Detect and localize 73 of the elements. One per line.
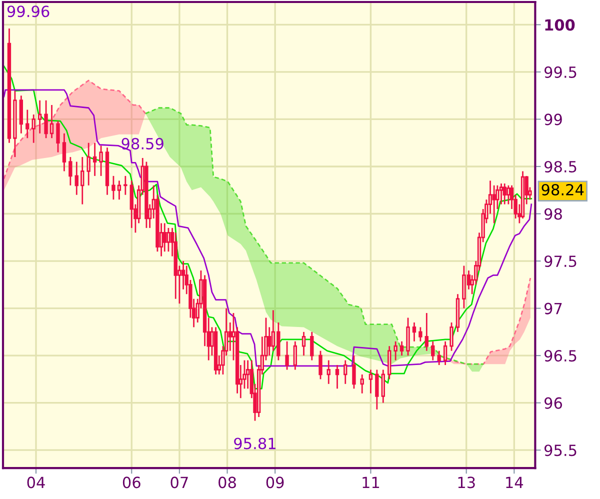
- x-tick-label: 04: [27, 476, 45, 488]
- x-tick-label: 11: [362, 476, 380, 488]
- candlestick: [92, 142, 97, 177]
- candlestick: [344, 360, 348, 385]
- candlestick: [335, 364, 340, 390]
- candlestick: [124, 175, 128, 196]
- y-tick-label: 100: [545, 19, 575, 31]
- annotation: 98.59: [122, 138, 164, 150]
- candlestick: [437, 350, 441, 366]
- candlestick: [44, 100, 48, 139]
- x-tick-label: 06: [122, 476, 140, 488]
- candlestick: [56, 120, 60, 154]
- x-tick-label: 07: [170, 476, 188, 488]
- candlestick: [431, 340, 435, 361]
- y-tick-label: 99.5: [544, 66, 576, 78]
- x-tick-label: 08: [218, 476, 236, 488]
- candlestick: [394, 340, 398, 361]
- candlestick: [166, 227, 170, 252]
- y-tick-label: 98: [544, 208, 562, 220]
- candlestick: [360, 374, 364, 394]
- candlestick: [450, 322, 454, 352]
- candlestick: [26, 109, 30, 139]
- x-tick-label: 13: [458, 476, 475, 488]
- y-tick-label: 97: [544, 302, 562, 314]
- candlestick: [19, 94, 24, 134]
- candlestick: [117, 180, 122, 200]
- annotation: 98.24: [542, 184, 584, 196]
- candlestick: [130, 180, 134, 229]
- candlestick: [400, 340, 404, 356]
- x-tick-label: 09: [266, 476, 284, 488]
- y-tick-label: 98.5: [544, 160, 576, 173]
- candlestick: [506, 184, 510, 205]
- annotation: 95.81: [234, 438, 276, 450]
- candlestick: [68, 156, 72, 186]
- candlestick: [492, 184, 496, 224]
- candlestick: [326, 360, 330, 385]
- y-tick-label: 97.5: [544, 255, 576, 268]
- candlestick: [375, 369, 379, 410]
- candlestick: [443, 340, 448, 366]
- candlestick: [381, 369, 385, 404]
- candlestick: [499, 182, 504, 205]
- x-tick-label: 14: [506, 476, 524, 488]
- candlestick: [285, 340, 289, 370]
- candlestick: [502, 182, 506, 205]
- candlestick: [318, 350, 322, 380]
- y-tick-label: 96.5: [544, 350, 576, 362]
- candlestick: [424, 312, 428, 352]
- y-tick-label: 95.5: [544, 444, 576, 456]
- candlestick: [99, 144, 103, 177]
- candlestick: [38, 100, 42, 134]
- y-tick-label: 96: [544, 397, 562, 409]
- candlestick: [112, 175, 116, 200]
- candlestick: [310, 331, 314, 361]
- candlestick: [162, 222, 166, 252]
- candlestick: [368, 369, 373, 394]
- candlestick: [74, 161, 78, 196]
- candlestick: [181, 260, 186, 290]
- candlestick: [352, 354, 356, 390]
- candlestick: [267, 326, 272, 356]
- candlestick: [302, 331, 306, 356]
- candlestick: [62, 132, 66, 172]
- candlestick: [86, 142, 90, 186]
- candlestick: [418, 326, 422, 342]
- candlestick: [32, 114, 36, 144]
- candlestick: [388, 345, 392, 380]
- candlestick: [50, 104, 54, 139]
- candlestick: [406, 317, 410, 356]
- candlestick: [228, 322, 232, 352]
- candlestick: [80, 156, 84, 205]
- y-tick-label: 99: [544, 114, 562, 126]
- candlestick: [412, 322, 416, 342]
- candlestick: [293, 340, 298, 370]
- annotation: 99.96: [7, 6, 50, 18]
